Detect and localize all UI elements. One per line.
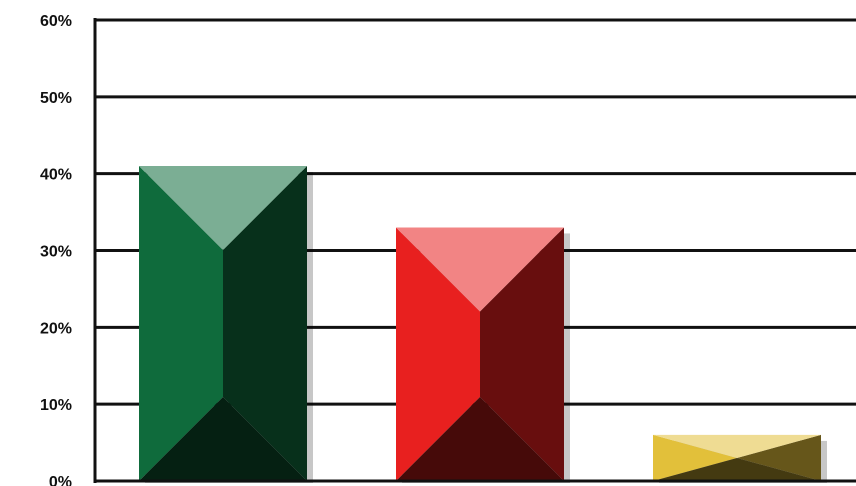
bar (653, 434, 827, 483)
bar-bottom-face (139, 397, 307, 481)
y-tick-label: 50% (40, 90, 72, 107)
bar-right-face (737, 434, 821, 481)
bar-left-face (653, 434, 737, 481)
y-tick-labels: 0% 10% 20% 30% 40% 50% 60% (40, 13, 72, 486)
bar-right-face (223, 165, 307, 481)
bar-top-face (653, 434, 821, 458)
y-tick-label: 60% (40, 13, 72, 30)
y-tick-label: 40% (40, 167, 72, 184)
bar (139, 165, 313, 483)
y-tick-label: 30% (40, 244, 72, 261)
bar-top-face (396, 227, 564, 312)
bar-bottom-face (653, 457, 821, 481)
y-tick-label: 10% (40, 397, 72, 414)
bars (95, 165, 856, 483)
bar-top-face (139, 165, 307, 250)
bar-right-face (480, 227, 564, 481)
axes (93, 18, 856, 483)
y-tick-label: 0% (49, 474, 72, 486)
bar-bottom-face (396, 397, 564, 481)
bar-left-face (139, 165, 223, 481)
bar (396, 227, 570, 483)
y-tick-label: 20% (40, 320, 72, 337)
bar-left-face (396, 227, 480, 481)
